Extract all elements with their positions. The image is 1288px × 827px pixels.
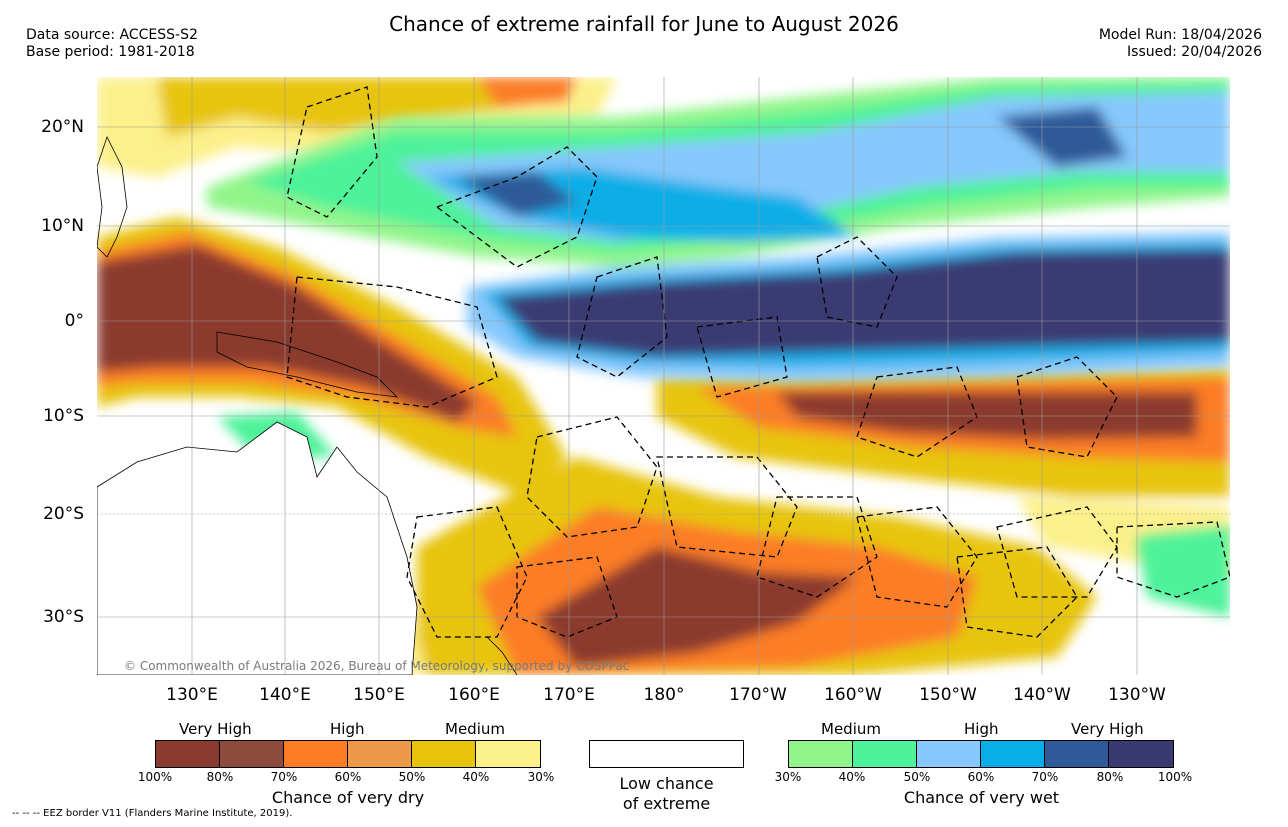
wet-category-label: High: [964, 720, 999, 738]
wet-percent-label: 100%: [1157, 770, 1193, 784]
lat-label: 30°S: [43, 607, 84, 627]
dry-swatch: [348, 741, 412, 767]
australia-landmass: [97, 421, 418, 675]
dry-category-label: High: [330, 720, 365, 738]
wet-swatch: [1045, 741, 1109, 767]
data-source: Data source: ACCESS-S2: [26, 27, 198, 43]
wet-swatch: [789, 741, 853, 767]
wet-percent-label: 50%: [903, 770, 931, 784]
model-run: Model Run: 18/04/2026: [1098, 27, 1262, 43]
lon-label: 130°E: [166, 685, 218, 705]
lon-label: 160°W: [824, 685, 882, 705]
lon-label: 140°W: [1013, 685, 1071, 705]
lat-label: 10°S: [43, 406, 84, 426]
lon-label: 180°: [643, 685, 685, 705]
lat-label: 10°N: [41, 216, 84, 236]
data-source-info: Data source: ACCESS-S2 Base period: 1981…: [26, 27, 198, 61]
dry-percent-label: 70%: [270, 770, 298, 784]
lon-label: 140°E: [259, 685, 311, 705]
dry-swatch: [220, 741, 284, 767]
new-zealand-outline: [486, 636, 518, 675]
dry-percent-label: 40%: [462, 770, 490, 784]
wet-percent-label: 80%: [1096, 770, 1124, 784]
lat-label: 20°N: [41, 117, 84, 137]
wet-caption: Chance of very wet: [903, 788, 1060, 807]
wet-percent-label: 40%: [838, 770, 866, 784]
wet-percent-label: 30%: [774, 770, 802, 784]
run-info: Model Run: 18/04/2026 Issued: 20/04/2026: [1099, 27, 1262, 61]
wet-percent-label: 70%: [1031, 770, 1059, 784]
wet-swatch: [981, 741, 1045, 767]
wet-percent-label: 60%: [967, 770, 995, 784]
copyright-notice: © Commonwealth of Australia 2026, Bureau…: [124, 659, 630, 673]
eez-footer-note: -- -- -- EEZ border V11 (Flanders Marine…: [12, 808, 293, 819]
neutral-caption: Low chance of extreme: [589, 774, 744, 814]
dry-caption: Chance of very dry: [271, 788, 425, 807]
wet-swatch: [1109, 741, 1173, 767]
wet-category-label: Medium: [821, 720, 881, 738]
rainfall-map: [97, 77, 1230, 675]
dry-category-label: Medium: [445, 720, 505, 738]
neutral-caption-line: of extreme: [622, 794, 711, 813]
neutral-caption-line: Low chance: [619, 774, 714, 793]
neutral-swatch: [589, 740, 744, 768]
lon-label: 170°E: [543, 685, 595, 705]
issued-date: Issued: 20/04/2026: [1127, 44, 1262, 60]
wet-category-label: Very High: [1071, 720, 1144, 738]
dry-percent-label: 60%: [334, 770, 362, 784]
lon-label: 150°W: [919, 685, 977, 705]
dry-swatch: [476, 741, 540, 767]
wet-anomaly-fields: [97, 77, 1230, 617]
wet-colorbar: [788, 740, 1174, 768]
dry-colorbar: [155, 740, 541, 768]
lon-label: 170°W: [729, 685, 787, 705]
dry-category-label: Very High: [179, 720, 252, 738]
lon-label: 150°E: [353, 685, 405, 705]
graticule: [97, 77, 1230, 675]
lon-label: 160°E: [448, 685, 500, 705]
dry-percent-label: 80%: [206, 770, 234, 784]
dry-swatch: [284, 741, 348, 767]
philippines-outline: [97, 135, 128, 258]
map-title: Chance of extreme rainfall for June to A…: [389, 12, 899, 36]
wet-swatch: [917, 741, 981, 767]
lat-label: 20°S: [43, 504, 84, 524]
dry-percent-label: 50%: [398, 770, 426, 784]
dry-swatch: [156, 741, 220, 767]
eez-borders: [286, 86, 1230, 638]
new-guinea-outline: [216, 331, 399, 398]
wet-swatch: [853, 741, 917, 767]
lat-label: 0°: [64, 311, 84, 331]
dry-swatch: [412, 741, 476, 767]
base-period: Base period: 1981-2018: [26, 44, 195, 60]
lon-label: 130°W: [1108, 685, 1166, 705]
dry-percent-label: 30%: [527, 770, 555, 784]
dry-percent-label: 100%: [137, 770, 173, 784]
